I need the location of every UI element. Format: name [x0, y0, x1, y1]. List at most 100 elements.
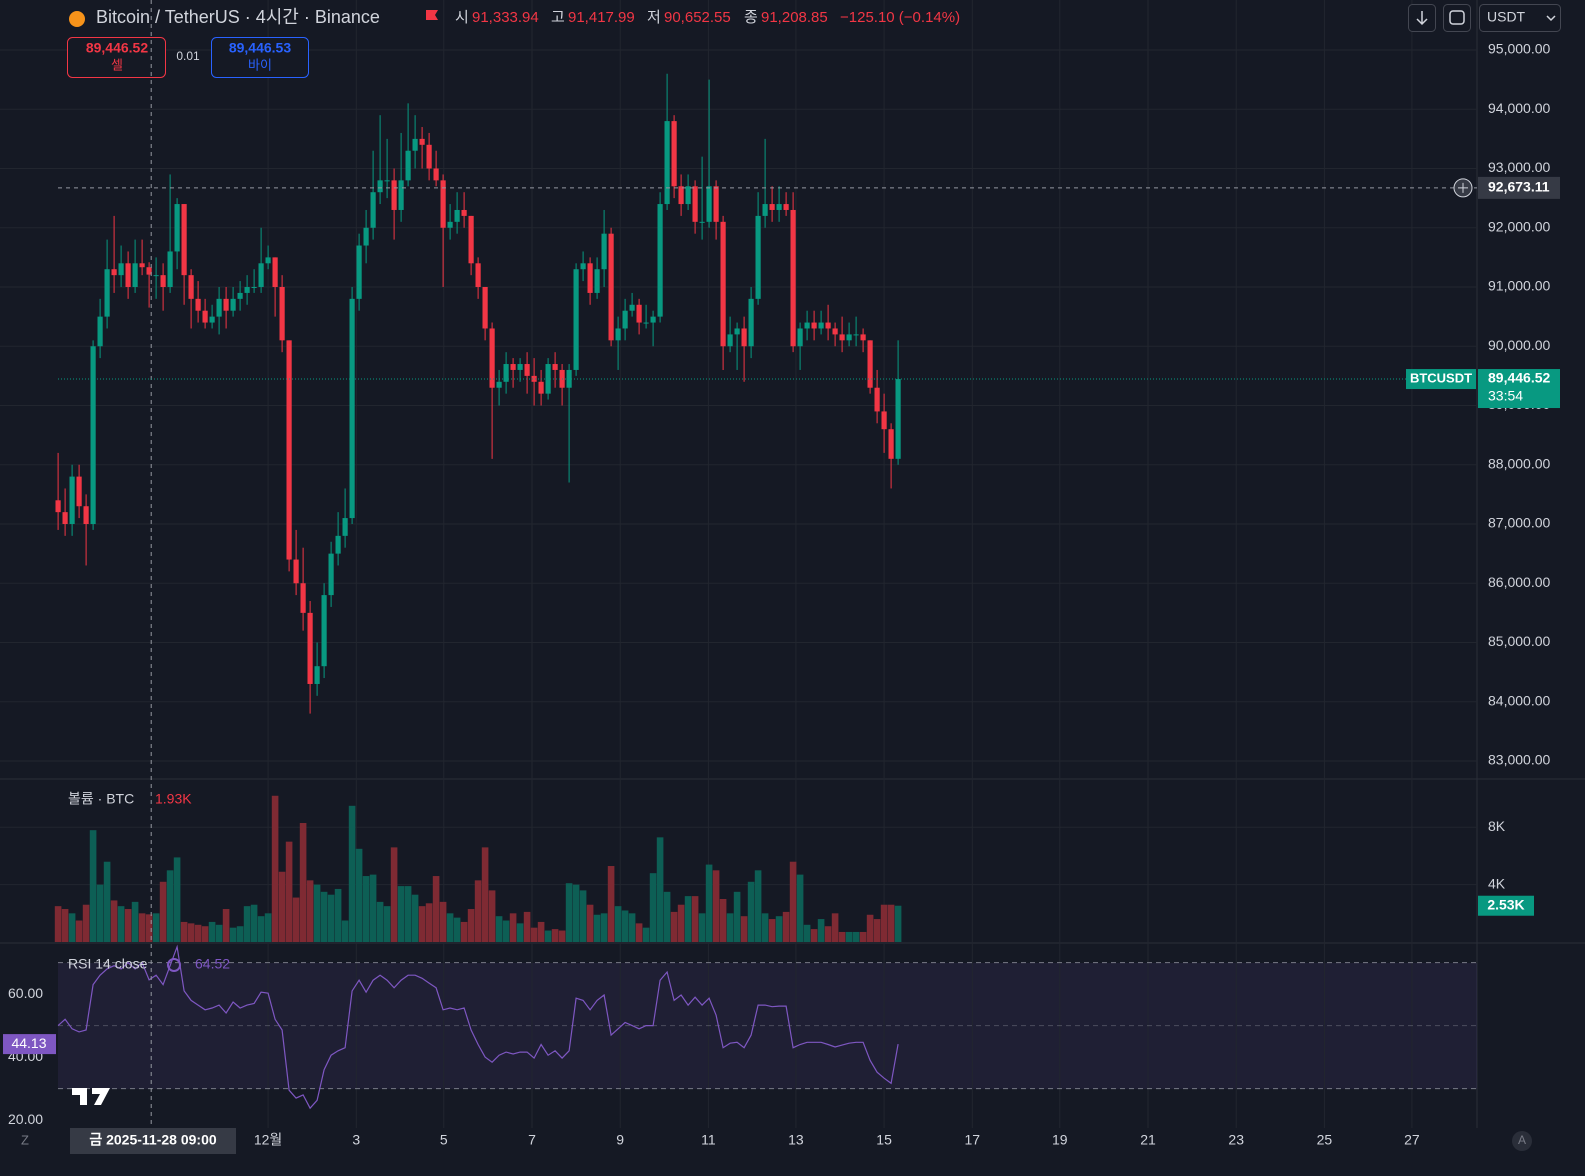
candle-body	[846, 334, 852, 341]
volume-bar	[558, 930, 566, 942]
candle-body	[699, 221, 705, 223]
volume-bar	[614, 906, 622, 942]
volume-bar	[712, 870, 720, 942]
candle-body	[475, 263, 481, 288]
sell-button[interactable]	[67, 37, 166, 78]
candle-body	[531, 375, 537, 382]
candle-body	[720, 221, 726, 347]
candle-body	[209, 316, 215, 323]
volume-bar	[390, 847, 398, 942]
low-label: 저	[647, 9, 661, 26]
candle-body	[97, 316, 103, 347]
candle-body	[734, 328, 740, 335]
volume-bar	[299, 823, 307, 942]
volume-bar	[96, 884, 104, 942]
volume-bar	[425, 903, 433, 942]
y-tick-label: 90,000.00	[1488, 337, 1550, 353]
volume-bar	[222, 909, 230, 942]
candle-body	[370, 192, 376, 228]
volume-bar	[894, 905, 902, 942]
volume-bar	[243, 906, 251, 942]
candle-body	[216, 298, 222, 317]
candle-body	[342, 518, 348, 536]
candle-body	[307, 612, 313, 684]
volume-bar	[649, 873, 657, 942]
candle-body	[405, 150, 411, 181]
rsi-legend-value: 64.52	[195, 956, 230, 972]
candle-body	[461, 209, 467, 216]
volume-bar	[810, 929, 818, 942]
candle-body	[895, 379, 901, 459]
candle-body	[601, 233, 607, 270]
volume-bar	[327, 894, 335, 942]
candle-body	[713, 186, 719, 222]
currency-select[interactable]	[1479, 4, 1561, 32]
candle-body	[258, 263, 264, 288]
candle-body	[748, 298, 754, 347]
volume-bar	[747, 881, 755, 942]
volume-bar	[110, 900, 118, 942]
volume-bar	[138, 913, 146, 942]
volume-bar	[754, 870, 762, 942]
candle-body	[300, 583, 306, 613]
candle-body	[622, 310, 628, 329]
volume-bar	[229, 927, 237, 942]
candle-body	[412, 138, 418, 151]
flag-icon[interactable]	[426, 10, 438, 20]
y-tick-label: 8K	[1488, 818, 1506, 834]
candle-body	[587, 263, 593, 293]
candle-body	[118, 263, 124, 276]
candle-body	[433, 168, 439, 181]
y-tick-label: 93,000.00	[1488, 159, 1550, 175]
candle-body	[769, 204, 775, 210]
candle-body	[181, 204, 187, 276]
x-tick-label: 3	[352, 1132, 360, 1148]
candle-body	[286, 340, 292, 560]
volume-bar	[103, 861, 111, 942]
volume-bar	[285, 841, 293, 942]
fullscreen-button[interactable]	[1443, 4, 1471, 32]
quantity[interactable]: 0.01	[176, 49, 200, 63]
candle-body	[825, 322, 831, 329]
candle-body	[363, 227, 369, 246]
candle-body	[510, 364, 516, 370]
volume-bar	[656, 837, 664, 942]
volume-bar	[117, 906, 125, 942]
volume-bar	[803, 924, 811, 942]
volume-bar	[173, 857, 181, 942]
candle-body	[580, 263, 586, 270]
volume-bar	[334, 888, 342, 942]
x-tick-label: 9	[616, 1132, 624, 1148]
candle-body	[132, 263, 138, 288]
y-tick-label: 95,000.00	[1488, 41, 1550, 57]
candle-body	[377, 180, 383, 193]
rsi-title: RSI 14 close	[68, 956, 148, 972]
volume-bar	[775, 916, 783, 942]
y-tick-label: 86,000.00	[1488, 574, 1550, 590]
symbol: Bitcoin / TetherUS · 4시간 · Binance	[96, 7, 380, 27]
volume-bar	[152, 913, 160, 942]
buy-button[interactable]	[211, 37, 309, 78]
volume-last: 2.53K	[1487, 896, 1524, 912]
volume-bar	[642, 927, 650, 942]
candle-body	[146, 267, 152, 275]
zoom-button[interactable]: Z	[21, 1132, 29, 1147]
auto-button[interactable]	[1512, 1131, 1532, 1151]
candle-body	[111, 269, 117, 276]
candle-body	[167, 251, 173, 288]
last-price-box	[1478, 369, 1560, 409]
volume-bar	[89, 830, 97, 942]
volume-bar	[621, 910, 629, 942]
volume-bar	[516, 923, 524, 942]
currency: USDT	[1487, 9, 1526, 25]
close-label: 종	[744, 9, 758, 26]
volume-bar	[782, 911, 790, 942]
candle-body	[594, 269, 600, 293]
close: 91,208.85	[761, 9, 828, 26]
candle-body	[153, 275, 159, 277]
y-tick-label: 60.00	[8, 985, 43, 1001]
volume-bar	[194, 924, 202, 942]
last-price: 89,446.52	[1488, 370, 1550, 386]
candle-body	[223, 298, 229, 311]
